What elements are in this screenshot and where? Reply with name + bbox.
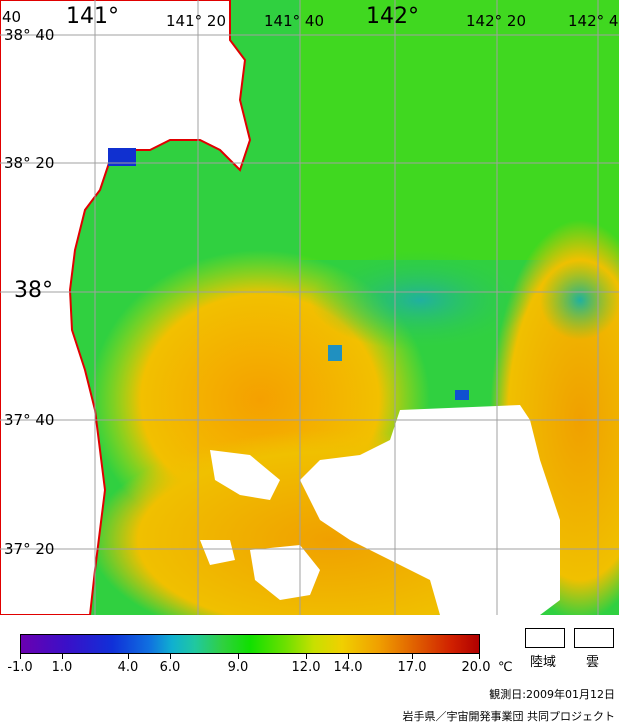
colorbar-tick [479, 653, 480, 659]
colorbar-tick-label: 14.0 [333, 660, 363, 675]
lon-label: 142° [366, 4, 419, 29]
land-legend-swatch [525, 628, 565, 648]
lat-label: 38° [14, 278, 53, 303]
graticule [0, 0, 619, 615]
credit-text: 岩手県／宇宙開発事業団 共同プロジェクト [402, 710, 616, 723]
lat-label: 38° 20 [4, 154, 55, 172]
lon-label: 40 [2, 8, 22, 26]
lon-label: 142° 20 [466, 12, 526, 30]
colorbar-tick [238, 653, 239, 659]
colorbar-tick-label: 20.0 [461, 660, 491, 675]
colorbar-tick [170, 653, 171, 659]
observation-date: 観測日:2009年01月12日 [489, 688, 615, 701]
colorbar-tick [62, 653, 63, 659]
colorbar-tick-label: 17.0 [397, 660, 427, 675]
lon-label: 141° [66, 4, 119, 29]
cloud-legend-swatch [574, 628, 614, 648]
lon-label: 142° 4 [568, 12, 619, 30]
colorbar-tick [412, 653, 413, 659]
lat-label: 38° 40 [4, 26, 55, 44]
land-legend-label: 陸域 [530, 655, 557, 670]
colorbar-tick-label: 12.0 [291, 660, 321, 675]
cloud-legend-label: 雲 [586, 655, 600, 670]
colorbar-tick [348, 653, 349, 659]
colorbar-tick-label: 6.0 [159, 660, 181, 675]
lon-label: 141° 40 [264, 12, 324, 30]
lat-label: 37° 20 [4, 540, 55, 558]
colorbar-tick [128, 653, 129, 659]
sea-surface-temperature-map [0, 0, 619, 615]
cloud-area [300, 405, 560, 615]
colorbar-tick-label: -1.0 [7, 660, 33, 675]
temperature-unit: ℃ [498, 660, 513, 675]
colorbar-tick-label: 9.0 [227, 660, 249, 675]
temperature-colorbar [20, 634, 480, 654]
land-area [0, 0, 252, 615]
cold-water-streak [310, 250, 530, 350]
colorbar-tick [306, 653, 307, 659]
colorbar-tick-label: 1.0 [51, 660, 73, 675]
colorbar-tick-label: 4.0 [117, 660, 139, 675]
colorbar-tick [20, 653, 21, 659]
lat-label: 37° 40 [4, 411, 55, 429]
lon-label: 141° 20 [166, 12, 226, 30]
